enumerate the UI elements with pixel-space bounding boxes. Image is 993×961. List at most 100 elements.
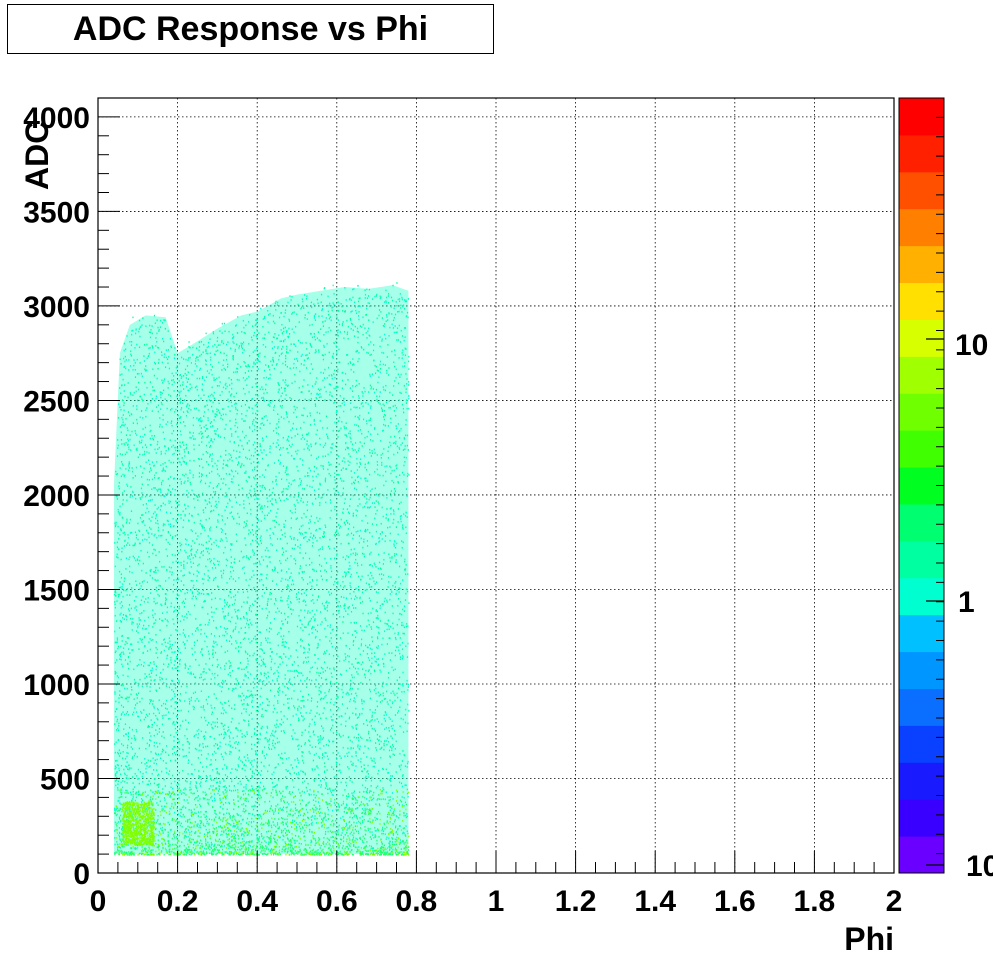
data-cell: [188, 698, 190, 700]
data-cell: [401, 311, 403, 313]
data-cell: [160, 408, 162, 411]
data-cell: [252, 412, 254, 415]
data-cell: [125, 851, 127, 854]
data-cell: [186, 365, 189, 367]
data-cell: [141, 569, 143, 572]
data-cell: [378, 502, 380, 505]
data-cell: [401, 442, 403, 444]
data-cell: [193, 706, 195, 709]
data-cell: [126, 711, 129, 713]
data-cell: [116, 770, 118, 773]
data-cell: [366, 787, 369, 790]
data-cell: [272, 679, 274, 682]
data-cell: [389, 560, 392, 563]
data-cell: [225, 387, 227, 390]
data-cell: [380, 311, 382, 313]
data-cell: [322, 535, 324, 538]
data-cell: [389, 598, 391, 601]
data-cell: [237, 789, 239, 791]
data-cell: [350, 693, 353, 695]
data-cell: [248, 354, 251, 357]
data-cell: [115, 741, 117, 744]
data-cell: [138, 623, 141, 625]
data-cell: [221, 515, 223, 517]
data-cell: [160, 394, 162, 396]
data-cell: [376, 293, 378, 296]
data-cell: [202, 679, 204, 681]
data-cell: [303, 599, 305, 602]
data-cell: [209, 422, 212, 425]
data-cell: [162, 717, 164, 719]
data-cell: [256, 541, 258, 543]
data-cell: [349, 592, 351, 595]
data-cell: [384, 389, 387, 392]
data-cell: [202, 735, 205, 738]
data-cell: [309, 342, 311, 345]
data-cell: [216, 747, 219, 750]
data-cell: [243, 521, 246, 523]
data-cell: [266, 419, 268, 422]
data-cell: [393, 543, 395, 545]
data-cell: [329, 594, 331, 596]
data-cell: [354, 561, 356, 564]
data-cell: [189, 383, 191, 386]
data-cell: [359, 414, 361, 417]
data-cell: [315, 529, 317, 532]
data-cell: [294, 373, 296, 376]
data-cell: [245, 434, 247, 437]
data-cell: [291, 547, 293, 550]
data-cell: [238, 560, 241, 562]
data-cell: [383, 630, 386, 633]
data-cell: [221, 408, 224, 410]
data-cell: [289, 682, 291, 684]
data-cell: [330, 451, 332, 453]
data-cell: [329, 499, 332, 501]
data-cell: [227, 614, 229, 617]
data-cell: [120, 601, 123, 603]
data-cell: [129, 518, 132, 521]
data-cell: [345, 656, 347, 659]
data-cell: [275, 766, 277, 769]
data-cell: [404, 765, 407, 767]
data-cell: [364, 390, 366, 393]
data-cell: [208, 831, 211, 833]
data-cell: [154, 448, 156, 451]
data-cell: [213, 577, 215, 580]
data-cell: [356, 562, 358, 565]
data-cell: [159, 425, 161, 428]
data-cell: [156, 513, 158, 516]
data-cell: [142, 772, 144, 775]
data-cell: [245, 697, 247, 699]
data-cell: [346, 354, 349, 356]
data-cell: [369, 531, 371, 534]
data-cell: [310, 363, 312, 365]
data-cell: [392, 327, 395, 329]
data-cell: [407, 722, 409, 725]
data-cell: [185, 836, 188, 838]
data-cell: [267, 549, 269, 552]
data-cell: [340, 781, 342, 784]
data-cell: [225, 537, 227, 539]
data-cell: [119, 690, 121, 692]
data-cell: [402, 731, 405, 733]
data-cell: [269, 313, 271, 315]
data-cell: [306, 686, 308, 689]
data-cell: [185, 394, 187, 397]
data-cell: [348, 776, 350, 778]
data-cell: [330, 800, 332, 802]
data-cell: [123, 768, 125, 771]
data-cell: [288, 333, 291, 335]
data-cell: [262, 662, 265, 664]
data-cell: [368, 391, 370, 393]
data-cell: [225, 464, 227, 467]
data-cell: [357, 505, 359, 507]
data-cell: [149, 765, 151, 767]
data-cell: [324, 557, 326, 560]
data-cell: [164, 366, 167, 368]
data-cell: [211, 373, 213, 376]
data-cell: [280, 570, 282, 572]
data-cell: [328, 601, 330, 604]
data-cell: [306, 440, 308, 442]
data-cell: [406, 730, 408, 733]
data-cell: [264, 317, 266, 320]
